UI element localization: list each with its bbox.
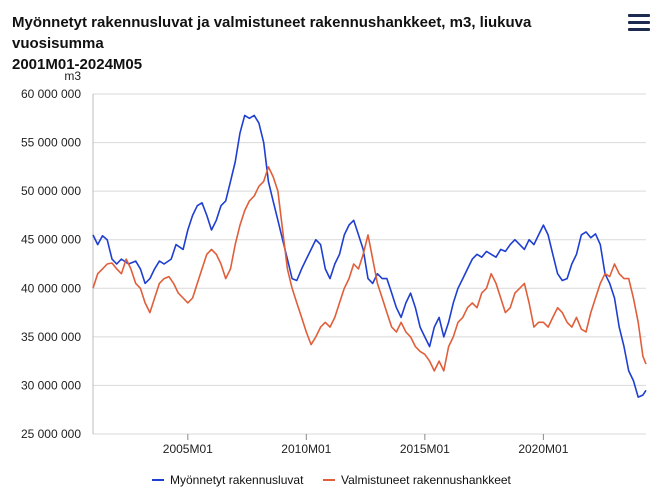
menu-bar-1 [628,14,650,17]
chart-subtitle: 2001M01-2024M05 [12,56,143,73]
chart-title: Myönnetyt rakennusluvat ja valmistuneet … [12,12,612,75]
x-axis-ticks: 2005M01 2010M01 2015M01 2020M01 [163,434,569,456]
x-tick-label: 2010M01 [281,442,331,456]
series-line-1 [92,166,647,372]
y-axis-label: m3 [64,69,81,83]
y-tick-label: 40 000 000 [21,281,81,295]
series-line-0 [92,114,647,398]
menu-bar-3 [628,28,650,31]
legend[interactable]: Myönnetyt rakennusluvat Valmistuneet rake… [152,473,512,487]
y-axis-ticks: 25 000 000 30 000 000 35 000 000 40 000 000… [21,87,81,441]
y-tick-label: 60 000 000 [21,87,81,101]
x-tick-label: 2005M01 [163,442,213,456]
legend-label-0[interactable]: Myönnetyt rakennusluvat [170,473,304,487]
menu-bar-2 [628,21,650,24]
chart-title-line1: Myönnetyt rakennusluvat ja valmistuneet … [12,14,532,52]
y-tick-label: 35 000 000 [21,330,81,344]
y-tick-label: 55 000 000 [21,136,81,150]
y-tick-label: 50 000 000 [21,184,81,198]
y-tick-label: 45 000 000 [21,233,81,247]
grid-lines [92,93,646,435]
series-lines [92,114,647,398]
legend-label-1[interactable]: Valmistuneet rakennushankkeet [341,473,512,487]
y-tick-label: 25 000 000 [21,427,81,441]
hamburger-menu-icon[interactable] [628,13,650,31]
x-tick-label: 2020M01 [518,442,568,456]
x-tick-label: 2015M01 [400,442,450,456]
y-tick-label: 30 000 000 [21,378,81,392]
